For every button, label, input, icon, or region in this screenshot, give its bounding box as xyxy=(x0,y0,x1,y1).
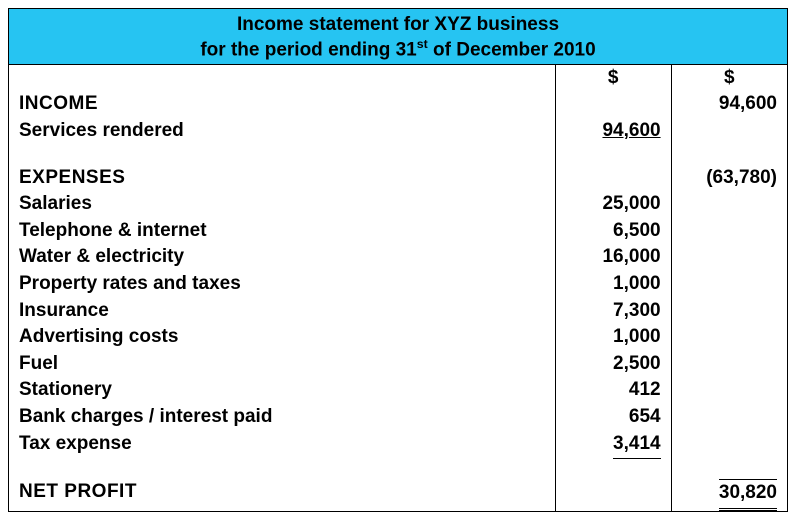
income-statement-table: Income statement for XYZ business for th… xyxy=(8,8,788,512)
spacer-row xyxy=(9,459,787,479)
spacer-row xyxy=(9,145,787,165)
expense-item-amount: 412 xyxy=(555,377,671,404)
expense-item-label: Telephone & internet xyxy=(9,218,555,245)
header-title-line2: for the period ending 31st of December 2… xyxy=(9,37,787,62)
expense-item-label: Water & electricity xyxy=(9,244,555,271)
header-line2-sup: st xyxy=(417,37,428,51)
expense-item-label: Property rates and taxes xyxy=(9,271,555,298)
net-profit-amount: 30,820 xyxy=(719,479,777,511)
expense-item-row: Bank charges / interest paid654 xyxy=(9,404,787,431)
expenses-total: (63,780) xyxy=(671,165,787,192)
expense-item-amount: 1,000 xyxy=(555,324,671,351)
expense-item-amount: 3,414 xyxy=(555,431,671,460)
income-total: 94,600 xyxy=(671,91,787,118)
expense-item-amount: 16,000 xyxy=(555,244,671,271)
currency-col2: $ xyxy=(724,67,735,88)
income-heading: INCOME xyxy=(9,91,555,118)
expense-item-amount: 2,500 xyxy=(555,351,671,378)
net-profit-row: NET PROFIT 30,820 xyxy=(9,479,787,511)
currency-header-row: $ $ xyxy=(9,65,787,92)
income-item-row: Services rendered94,600 xyxy=(9,118,787,145)
expense-item-row: Advertising costs1,000 xyxy=(9,324,787,351)
expense-item-label: Tax expense xyxy=(9,431,555,460)
expense-item-row: Salaries25,000 xyxy=(9,191,787,218)
header-title-line1: Income statement for XYZ business xyxy=(9,13,787,37)
expense-item-row: Property rates and taxes1,000 xyxy=(9,271,787,298)
expense-item-label: Fuel xyxy=(9,351,555,378)
expense-item-amount: 7,300 xyxy=(555,298,671,325)
expense-item-row: Water & electricity16,000 xyxy=(9,244,787,271)
expense-item-amount: 25,000 xyxy=(555,191,671,218)
statement-body: $ $ INCOME 94,600 Services rendered94,60… xyxy=(9,65,787,511)
expense-item-row: Insurance7,300 xyxy=(9,298,787,325)
expense-item-label: Stationery xyxy=(9,377,555,404)
currency-col1: $ xyxy=(608,67,619,88)
expense-item-label: Bank charges / interest paid xyxy=(9,404,555,431)
header-line2-post: of December 2010 xyxy=(428,39,596,60)
expenses-heading-row: EXPENSES (63,780) xyxy=(9,165,787,192)
expense-item-label: Salaries xyxy=(9,191,555,218)
expense-item-amount: 6,500 xyxy=(555,218,671,245)
expense-item-row: Stationery412 xyxy=(9,377,787,404)
income-heading-row: INCOME 94,600 xyxy=(9,91,787,118)
expense-item-row: Telephone & internet6,500 xyxy=(9,218,787,245)
statement-header: Income statement for XYZ business for th… xyxy=(9,9,787,65)
expense-item-amount: 1,000 xyxy=(555,271,671,298)
income-item-amount: 94,600 xyxy=(555,118,671,145)
expense-item-amount: 654 xyxy=(555,404,671,431)
header-line2-pre: for the period ending 31 xyxy=(200,39,416,60)
expense-item-label: Advertising costs xyxy=(9,324,555,351)
expense-item-row: Fuel2,500 xyxy=(9,351,787,378)
expense-item-label: Insurance xyxy=(9,298,555,325)
expense-item-row: Tax expense3,414 xyxy=(9,431,787,460)
expenses-heading: EXPENSES xyxy=(9,165,555,192)
income-item-label: Services rendered xyxy=(9,118,555,145)
net-profit-label: NET PROFIT xyxy=(9,479,555,511)
